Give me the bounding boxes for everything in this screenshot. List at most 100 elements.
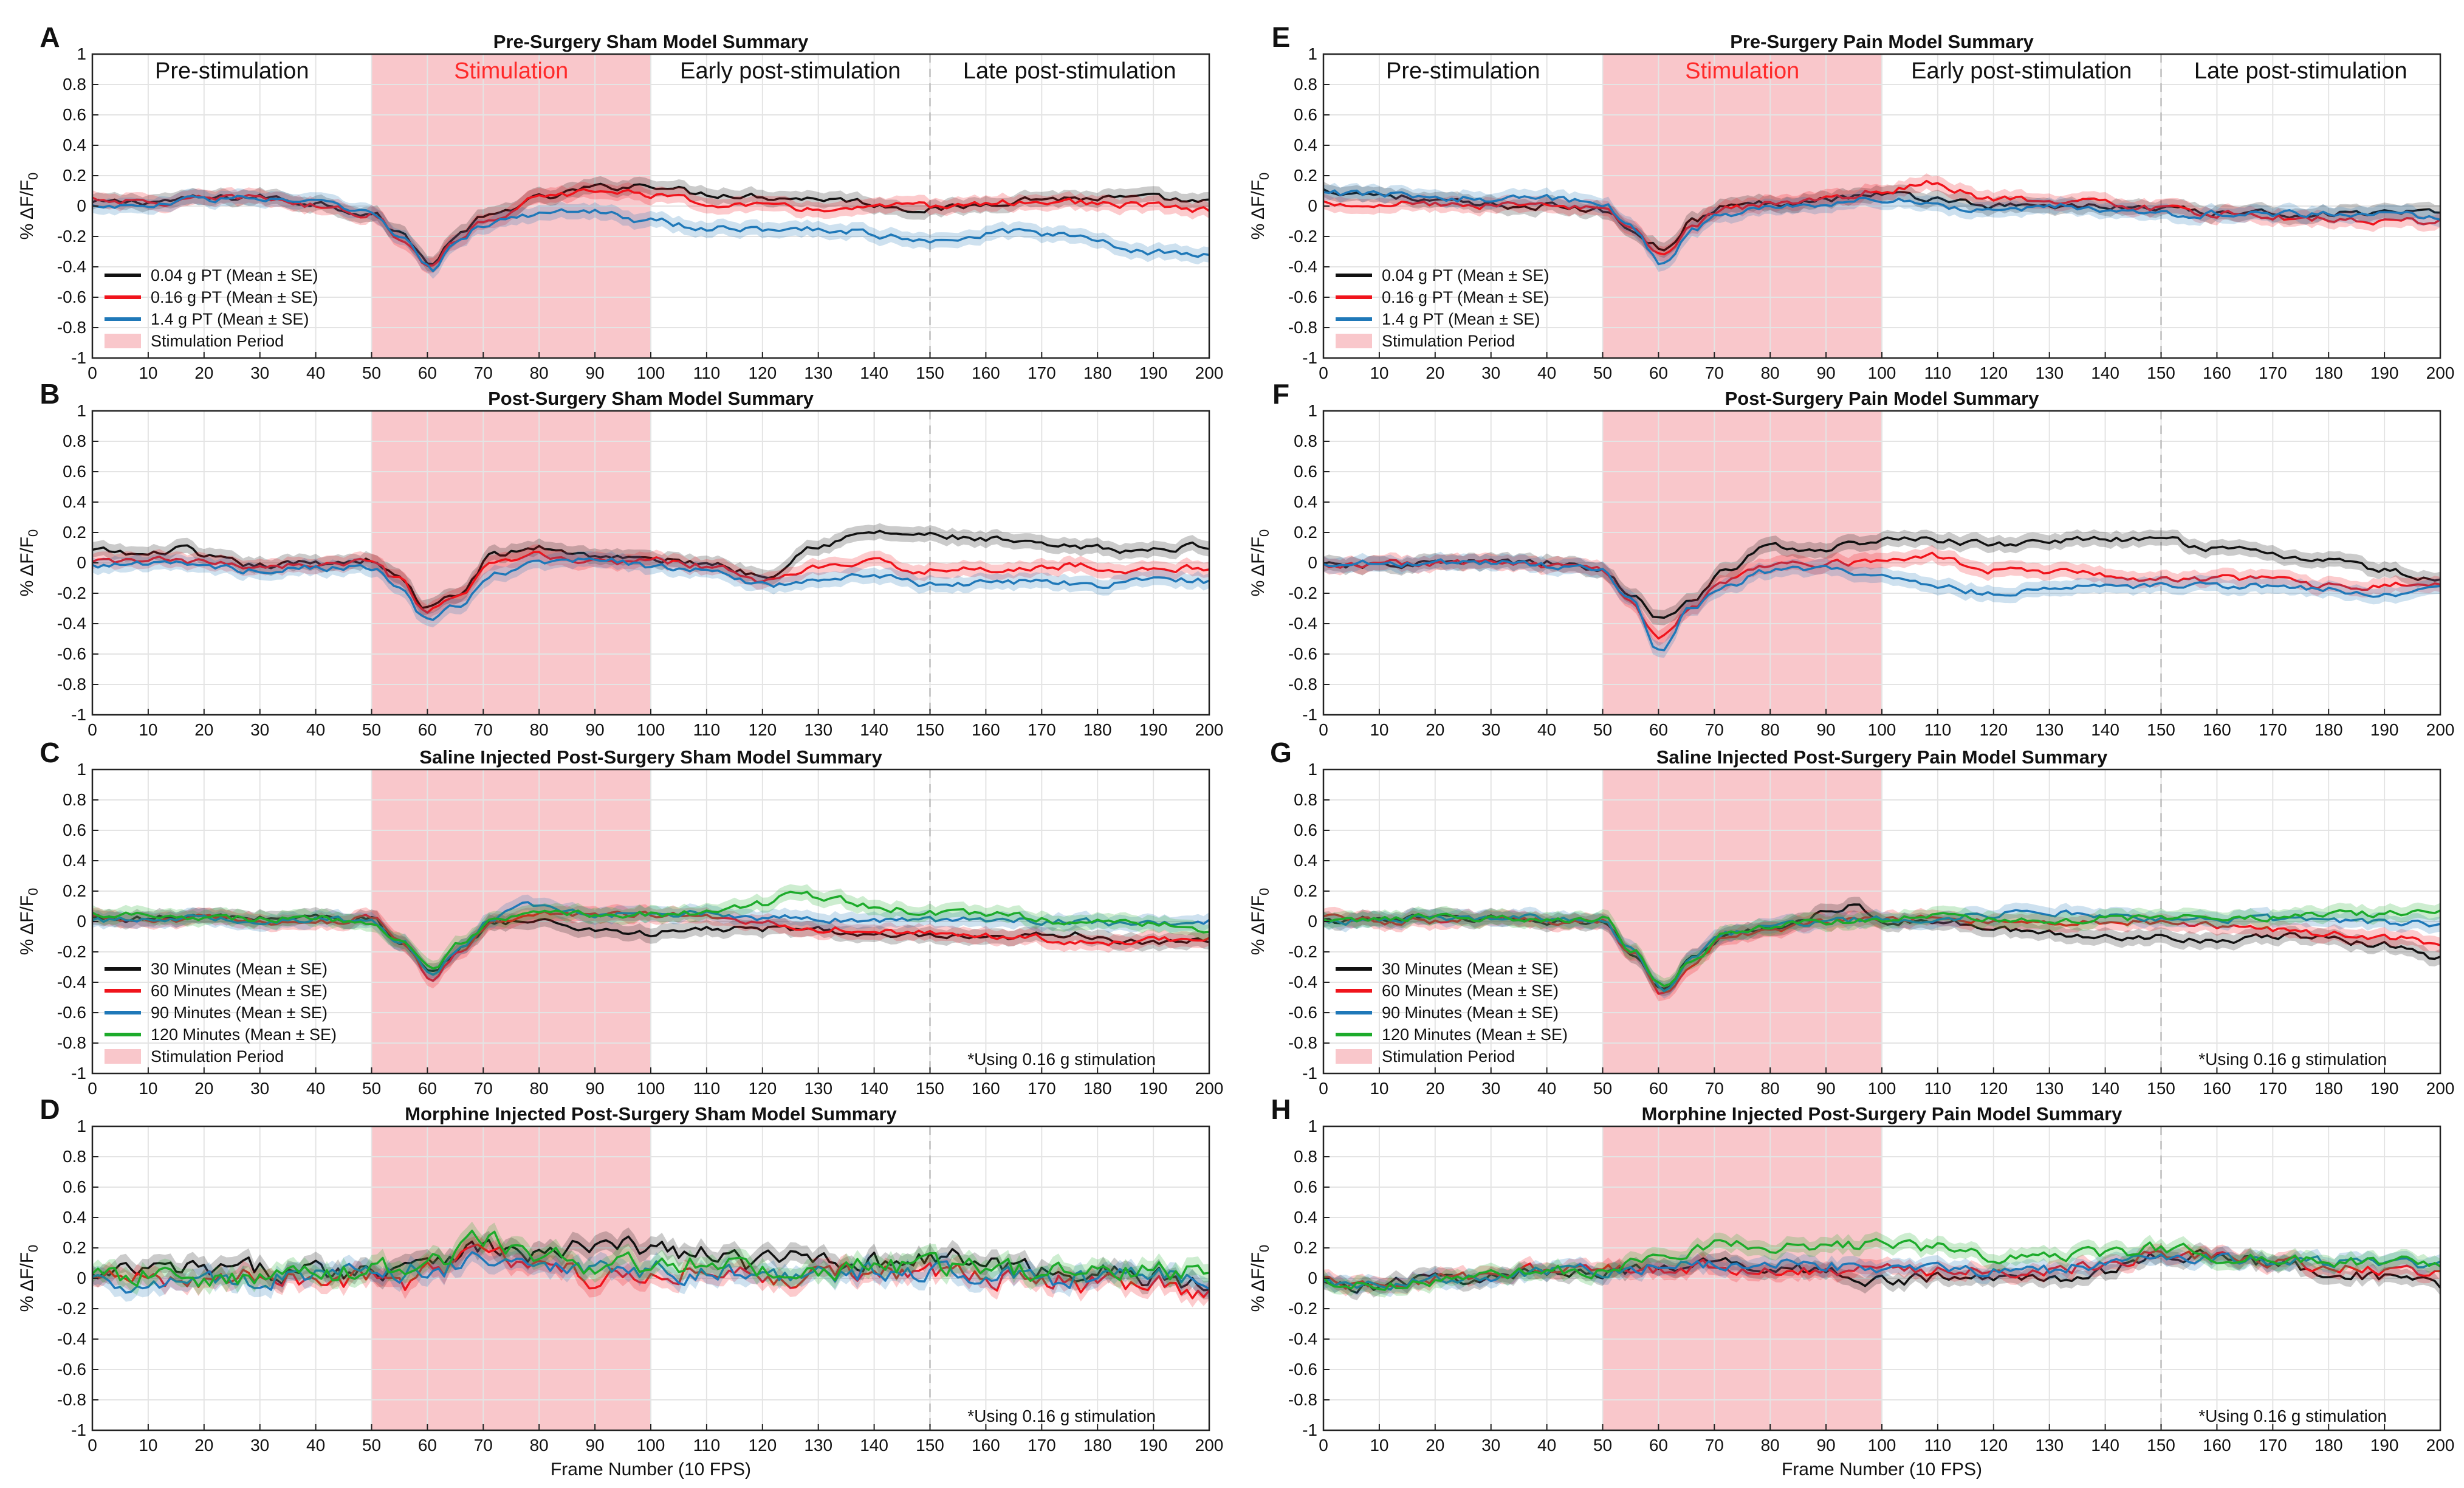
x-tick-label: 120 xyxy=(1979,363,2008,382)
series-line-black xyxy=(92,913,1210,973)
x-tick-label: 50 xyxy=(1593,720,1612,739)
legend: 0.04 g PT (Mean ± SE) 0.16 g PT (Mean ± S… xyxy=(1336,266,1549,350)
y-tick-label: 1 xyxy=(1308,760,1317,779)
y-tick-label: -0.4 xyxy=(57,973,86,991)
x-tick-label: 160 xyxy=(2203,1079,2231,1098)
x-tick-label: 60 xyxy=(418,1079,437,1098)
legend-label: 30 Minutes (Mean ± SE) xyxy=(1382,960,1559,978)
x-tick-label: 150 xyxy=(916,1436,944,1455)
x-tick-label: 150 xyxy=(2147,363,2175,382)
x-tick-label: 170 xyxy=(1028,1079,1056,1098)
x-tick-label: 200 xyxy=(2426,1436,2455,1455)
panel-h: 0 10 20 30 40 50 60 70 80 90 100 110 120 130 140 150 160… xyxy=(1248,1094,2454,1479)
x-tick-label: 10 xyxy=(1370,1436,1388,1455)
y-tick-label: 0.4 xyxy=(63,851,86,870)
grid xyxy=(1323,769,2441,1074)
legend-label: 60 Minutes (Mean ± SE) xyxy=(1382,982,1559,1000)
y-tick-label: -0.6 xyxy=(1288,1360,1317,1379)
x-tick-label: 60 xyxy=(418,720,437,739)
x-tick-label: 160 xyxy=(972,720,1000,739)
x-tick-label: 70 xyxy=(474,720,493,739)
x-tick-label: 40 xyxy=(1537,1079,1556,1098)
phase-label: Late post-stimulation xyxy=(963,58,1176,84)
x-tick-label: 30 xyxy=(250,1079,269,1098)
series-band-blue xyxy=(1323,1245,2440,1297)
x-tick-label: 20 xyxy=(1426,1436,1444,1455)
x-tick-label: 70 xyxy=(474,1079,493,1098)
x-tick-label: 150 xyxy=(2147,1436,2175,1455)
series-band-blue xyxy=(92,1243,1209,1302)
x-tick-label: 110 xyxy=(693,1079,721,1098)
panel-title: Morphine Injected Post-Surgery Pain Mode… xyxy=(1642,1103,2123,1125)
legend: 30 Minutes (Mean ± SE) 60 Minutes (Mean ±… xyxy=(105,960,337,1066)
legend-swatch-stimulation xyxy=(105,1049,141,1064)
y-tick-label: 1 xyxy=(1308,44,1317,63)
panel-f: 0 10 20 30 40 50 60 70 80 90 100 110 120 130 140 150 160… xyxy=(1248,378,2454,739)
footnote: *Using 0.16 g stimulation xyxy=(2198,1407,2387,1425)
panel-letter: E xyxy=(1272,21,1291,53)
panel-letter: G xyxy=(1270,737,1292,768)
y-tick-label: -1 xyxy=(1302,705,1317,724)
x-tick-label: 150 xyxy=(2147,1079,2175,1098)
x-tick-label: 100 xyxy=(1868,363,1896,382)
y-tick-label: -0.4 xyxy=(1288,1329,1317,1348)
x-tick-label: 60 xyxy=(1649,1436,1668,1455)
x-tick-label: 40 xyxy=(306,720,325,739)
series-band-blue xyxy=(92,188,1209,279)
x-tick-label: 40 xyxy=(306,363,325,382)
y-tick-label: 0 xyxy=(1308,553,1317,572)
series-line-red xyxy=(92,1243,1210,1300)
x-tick-label: 130 xyxy=(804,1436,832,1455)
y-tick-label: 0 xyxy=(1308,196,1317,215)
x-tick-label: 140 xyxy=(2091,363,2119,382)
x-tick-label: 100 xyxy=(637,720,665,739)
series-group xyxy=(92,523,1210,628)
x-tick-label: 100 xyxy=(1868,1436,1896,1455)
y-tick-label: -0.2 xyxy=(57,227,86,246)
y-tick-label: -1 xyxy=(71,1421,86,1439)
x-tick-label: 40 xyxy=(1537,363,1556,382)
x-tick-label: 170 xyxy=(2259,1436,2287,1455)
y-tick-label: 0.8 xyxy=(63,790,86,809)
x-tick-label: 60 xyxy=(1649,720,1668,739)
x-tick-label: 140 xyxy=(860,720,888,739)
x-tick-label: 80 xyxy=(1761,363,1780,382)
x-tick-label: 60 xyxy=(1649,1079,1668,1098)
x-tick-label: 160 xyxy=(2203,720,2231,739)
ticks: 0 10 20 30 40 50 60 70 80 90 100 110 120 130 140 150 160… xyxy=(1288,401,2455,739)
x-tick-label: 130 xyxy=(804,720,832,739)
y-tick-label: -0.8 xyxy=(1288,1033,1317,1052)
x-tick-label: 130 xyxy=(2035,1436,2064,1455)
x-tick-label: 110 xyxy=(1924,363,1952,382)
x-tick-label: 110 xyxy=(1924,1079,1952,1098)
x-tick-label: 170 xyxy=(2259,1079,2287,1098)
y-tick-label: 0.4 xyxy=(1294,136,1317,154)
x-tick-label: 140 xyxy=(2091,720,2119,739)
y-tick-label: 0 xyxy=(1308,1269,1317,1287)
y-tick-label: 1 xyxy=(1308,1117,1317,1135)
y-tick-label: -0.8 xyxy=(57,1390,86,1409)
x-tick-label: 40 xyxy=(1537,720,1556,739)
x-tick-label: 170 xyxy=(1028,363,1056,382)
y-tick-label: -0.6 xyxy=(1288,644,1317,663)
x-tick-label: 70 xyxy=(1705,720,1724,739)
x-tick-label: 90 xyxy=(586,720,605,739)
x-tick-label: 10 xyxy=(139,1079,157,1098)
x-tick-label: 170 xyxy=(2259,720,2287,739)
legend-label: Stimulation Period xyxy=(1382,1047,1515,1066)
x-tick-label: 50 xyxy=(1593,363,1612,382)
x-tick-label: 160 xyxy=(2203,1436,2231,1455)
x-tick-label: 30 xyxy=(250,720,269,739)
x-tick-label: 0 xyxy=(1319,1436,1328,1455)
series-group xyxy=(91,1221,1210,1307)
x-tick-label: 110 xyxy=(693,363,721,382)
x-tick-label: 10 xyxy=(139,363,157,382)
series-group xyxy=(1323,529,2441,658)
panel-letter: H xyxy=(1271,1094,1291,1125)
y-tick-label: 0.6 xyxy=(63,105,86,124)
x-tick-label: 50 xyxy=(362,1079,381,1098)
x-tick-label: 90 xyxy=(586,1079,605,1098)
x-tick-label: 40 xyxy=(306,1079,325,1098)
series-group xyxy=(92,176,1210,279)
x-tick-label: 110 xyxy=(1924,720,1952,739)
